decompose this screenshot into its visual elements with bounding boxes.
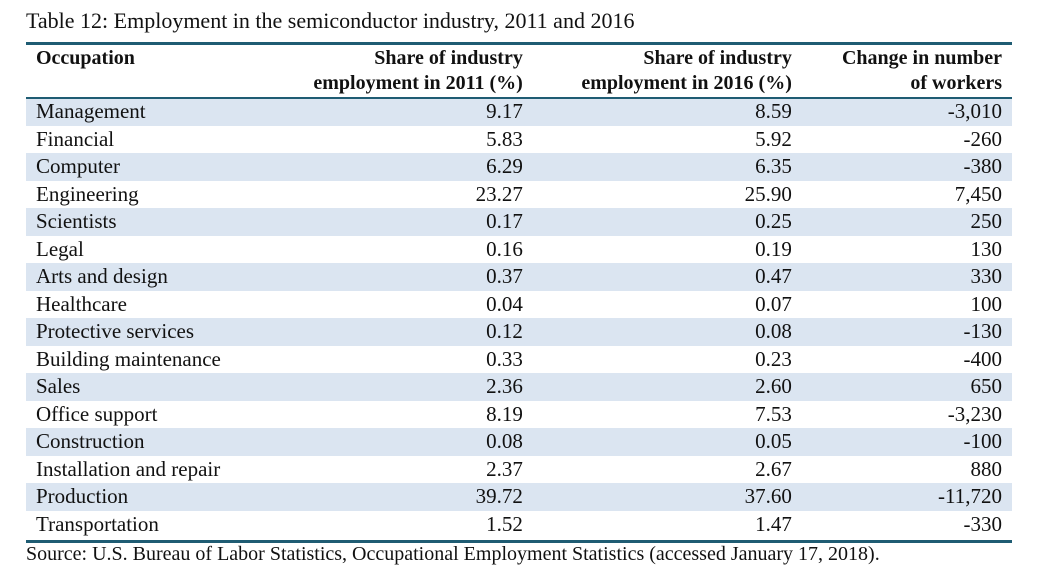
value-cell: 0.04 xyxy=(486,291,523,316)
column-header: Occupation xyxy=(26,46,265,98)
value-cell: -330 xyxy=(963,511,1003,536)
value-cell: -100 xyxy=(801,428,1012,456)
value-cell: 8.59 xyxy=(532,98,802,126)
value-cell: -3,230 xyxy=(947,401,1002,426)
value-cell: 7.53 xyxy=(755,401,792,426)
table-row: Office support 8.19 7.53 -3,230 xyxy=(26,401,1012,429)
value-cell: -11,720 xyxy=(801,483,1012,511)
value-cell: 130 xyxy=(970,236,1003,261)
value-cell: 6.35 xyxy=(532,153,802,181)
data-table: Occupation Share of industry employment in… xyxy=(26,46,1012,538)
value-cell: 330 xyxy=(801,263,1012,291)
value-cell: 100 xyxy=(970,291,1003,316)
occupation-cell: Arts and design xyxy=(26,263,266,291)
value-cell: 5.92 xyxy=(755,126,792,151)
header-row: Occupation Share of industry employment in… xyxy=(26,46,1012,98)
value-cell: 0.08 xyxy=(265,428,533,456)
occupation-cell: Transportation xyxy=(36,511,159,536)
value-cell: 2.37 xyxy=(486,456,523,481)
table-row: Scientists 0.17 0.25 250 xyxy=(26,208,1012,236)
bottom-rule xyxy=(26,540,1012,543)
table-row: Building maintenance 0.33 0.23 -400 xyxy=(26,346,1012,374)
value-cell: 880 xyxy=(970,456,1003,481)
value-cell: 0.37 xyxy=(265,263,533,291)
value-cell: 2.60 xyxy=(532,373,802,401)
value-cell: 0.25 xyxy=(532,208,802,236)
value-cell: 25.90 xyxy=(744,181,792,206)
table-row: Engineering 23.27 25.90 7,450 xyxy=(26,181,1012,209)
top-rule xyxy=(26,42,1012,45)
table-row: Installation and repair 2.37 2.67 880 xyxy=(26,456,1012,484)
value-cell: 0.47 xyxy=(532,263,802,291)
occupation-cell: Financial xyxy=(36,126,115,151)
occupation-cell: Healthcare xyxy=(36,291,127,316)
occupation-cell: Legal xyxy=(36,236,84,261)
table-row: Arts and design 0.37 0.47 330 xyxy=(26,263,1012,291)
column-header: Share of industry employment in 2011 (%) xyxy=(265,46,533,98)
value-cell: -400 xyxy=(963,346,1003,371)
occupation-cell: Engineering xyxy=(36,181,139,206)
column-header: Change in number of workers xyxy=(802,46,1012,98)
table-row: Production 39.72 37.60 -11,720 xyxy=(26,483,1012,511)
value-cell: -260 xyxy=(963,126,1003,151)
table-title: Table 12: Employment in the semiconducto… xyxy=(26,8,635,33)
table-row: Healthcare 0.04 0.07 100 xyxy=(26,291,1012,319)
table-row: Management 9.17 8.59 -3,010 xyxy=(26,98,1012,126)
occupation-cell: Scientists xyxy=(26,208,266,236)
value-cell: 7,450 xyxy=(954,181,1002,206)
occupation-cell: Production xyxy=(26,483,266,511)
header-line: Share of industry xyxy=(374,47,523,69)
value-cell: 1.47 xyxy=(755,511,792,536)
table-row: Protective services 0.12 0.08 -130 xyxy=(26,318,1012,346)
value-cell: 0.12 xyxy=(265,318,533,346)
occupation-cell: Protective services xyxy=(26,318,266,346)
occupation-cell: Sales xyxy=(26,373,266,401)
table-row: Legal 0.16 0.19 130 xyxy=(26,236,1012,264)
occupation-cell: Management xyxy=(26,98,266,126)
header-line: Change in number xyxy=(841,47,1002,69)
value-cell: 6.29 xyxy=(265,153,533,181)
header-line: Occupation xyxy=(36,47,135,69)
table-row: Sales 2.36 2.60 650 xyxy=(26,373,1012,401)
occupation-cell: Computer xyxy=(26,153,266,181)
value-cell: 0.17 xyxy=(265,208,533,236)
occupation-cell: Office support xyxy=(36,401,158,426)
column-header: Share of industry employment in 2016 (%) xyxy=(533,46,802,98)
occupation-cell: Construction xyxy=(26,428,266,456)
value-cell: -130 xyxy=(801,318,1012,346)
table-row: Financial 5.83 5.92 -260 xyxy=(26,126,1012,154)
value-cell: 650 xyxy=(801,373,1012,401)
value-cell: 9.17 xyxy=(265,98,533,126)
header-rule xyxy=(26,97,1012,99)
value-cell: 0.19 xyxy=(755,236,792,261)
value-cell: 2.67 xyxy=(755,456,792,481)
value-cell: 8.19 xyxy=(486,401,523,426)
value-cell: -3,010 xyxy=(801,98,1012,126)
value-cell: 39.72 xyxy=(265,483,533,511)
header-line: employment in 2011 (%) xyxy=(313,72,523,94)
value-cell: 23.27 xyxy=(475,181,523,206)
header-line: employment in 2016 (%) xyxy=(581,72,792,94)
value-cell: 37.60 xyxy=(532,483,802,511)
header-line: of workers xyxy=(910,72,1002,94)
value-cell: 0.05 xyxy=(532,428,802,456)
table-row: Construction 0.08 0.05 -100 xyxy=(26,428,1012,456)
table-row: Computer 6.29 6.35 -380 xyxy=(26,153,1012,181)
value-cell: 2.36 xyxy=(265,373,533,401)
source-note: Source: U.S. Bureau of Labor Statistics,… xyxy=(26,543,880,565)
table-row: Transportation 1.52 1.47 -330 xyxy=(26,511,1012,539)
value-cell: 0.07 xyxy=(755,291,792,316)
value-cell: 1.52 xyxy=(486,511,523,536)
value-cell: 0.16 xyxy=(486,236,523,261)
value-cell: 0.08 xyxy=(532,318,802,346)
value-cell: 250 xyxy=(801,208,1012,236)
header-line: Share of industry xyxy=(643,47,792,69)
value-cell: -380 xyxy=(801,153,1012,181)
value-cell: 0.33 xyxy=(486,346,523,371)
value-cell: 5.83 xyxy=(486,126,523,151)
occupation-cell: Building maintenance xyxy=(36,346,221,371)
value-cell: 0.23 xyxy=(755,346,792,371)
occupation-cell: Installation and repair xyxy=(36,456,221,481)
